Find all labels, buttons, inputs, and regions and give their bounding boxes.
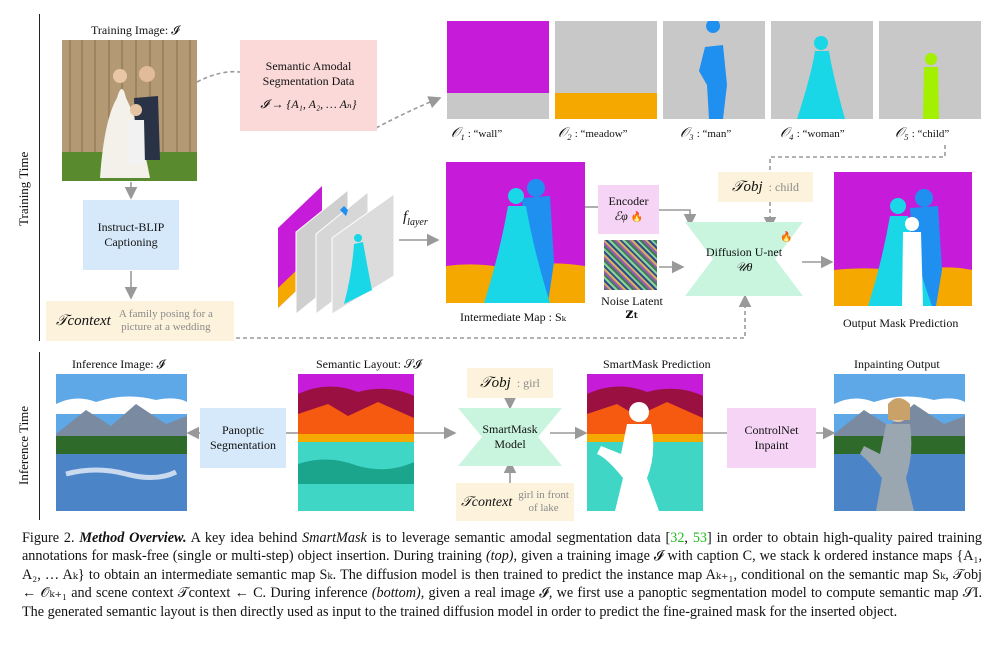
intermediate-map [446, 162, 585, 303]
intermediate-map-label: Intermediate Map : Sₖ [460, 310, 567, 324]
smartmask-model-box: SmartMask Model [458, 418, 562, 456]
training-image-label: Training Image: 𝓘 [91, 23, 180, 37]
semantic-layout-image [298, 374, 414, 511]
caption-text-5: , given a real image 𝓘, we first use a p… [22, 585, 982, 620]
smartmask-line1: SmartMask [482, 422, 538, 436]
controlnet-line2: Inpaint [754, 438, 789, 452]
smartmask-line2: Model [494, 437, 526, 451]
diffusion-unet-shape [685, 222, 803, 296]
caption-bottom: (bottom) [371, 585, 421, 602]
semantic-amodal-data-box: Semantic Amodal Segmentation Data 𝓘 → {A… [240, 40, 377, 131]
stacked-instance-maps [278, 186, 395, 315]
caption-text-3: ] in order to obtain high-quality paired… [22, 530, 982, 565]
encoder-symbol: ℰφ [613, 209, 628, 223]
output-mask-label: Output Mask Prediction [843, 316, 959, 330]
inference-image-label: Inference Image: 𝓘 [72, 357, 165, 371]
training-context-box: 𝒯context A family posing for a picture a… [46, 301, 234, 341]
object-label-3: 𝒪₃ : “man” [680, 126, 732, 141]
object-label-5: 𝒪₅ : “child” [895, 126, 950, 141]
caption-text-4: , given a training image 𝓘 with caption … [22, 548, 982, 602]
training-context-symbol: 𝒯context [56, 312, 111, 329]
training-obj-value: : child [768, 179, 799, 194]
inpainting-output-label: Inpainting Output [854, 357, 940, 371]
semantic-layout-label: Semantic Layout: 𝒮𝓘 [316, 357, 422, 371]
inpainting-output-image [834, 374, 965, 511]
object-label-4: 𝒪₄ : “woman” [780, 126, 845, 141]
inference-image [56, 374, 187, 511]
encoder-box: Encoder ℰφ 🔥 [598, 185, 659, 234]
unet-fire-icon: 🔥 [780, 232, 793, 243]
semantic-amodal-line1: Semantic Amodal [265, 59, 352, 73]
caption-smartmask: SmartMask [302, 530, 367, 546]
panoptic-segmentation-box: Panoptic Segmentation [200, 408, 286, 468]
output-mask-prediction [834, 172, 972, 306]
training-obj-box: 𝒯obj : child [718, 172, 813, 202]
training-context-line1: A family posing for a [118, 308, 213, 320]
instance-mask-man [663, 21, 765, 119]
caption-sep: , [684, 530, 693, 546]
caption-cite-1[interactable]: 32 [670, 530, 685, 546]
encoder-fire-icon: 🔥 [630, 212, 644, 223]
noise-latent-image [604, 240, 657, 290]
panoptic-line1: Panoptic [222, 423, 264, 437]
caption-top: (top) [485, 548, 514, 565]
inference-context-line2: of lake [528, 502, 559, 514]
inference-obj-value: : girl [516, 375, 540, 390]
inference-context-line1: girl in front [518, 489, 569, 501]
encoder-line1: Encoder [608, 194, 649, 208]
training-context-line2: picture at a wedding [121, 321, 211, 333]
instance-mask-wall [447, 21, 549, 119]
inference-obj-symbol: 𝒯obj [480, 374, 511, 391]
f-layer-label: flayer [403, 209, 428, 229]
unet-symbol: 𝒰θ [735, 260, 753, 274]
instance-mask-meadow [555, 21, 657, 119]
smartmask-prediction-image [587, 374, 703, 511]
smartmask-model-shape [458, 408, 562, 466]
caption-text-1: A key idea behind [186, 530, 303, 546]
training-image [62, 40, 197, 181]
caption-text-2: is to leverage semantic amodal segmentat… [366, 530, 671, 546]
caption-title: Method Overview. [79, 530, 187, 546]
object-label-1: 𝒪₁ : “wall” [451, 126, 503, 141]
instruct-blip-box: Instruct-BLIP Captioning [83, 200, 179, 270]
noise-latent-label: Noise Latent 𝐳ₜ [601, 294, 663, 322]
instance-mask-woman [771, 21, 873, 119]
panoptic-line2: Segmentation [210, 438, 276, 452]
controlnet-line1: ControlNet [744, 423, 799, 437]
instruct-blip-line1: Instruct-BLIP [97, 220, 165, 234]
caption-fig: Figure 2. [22, 530, 75, 546]
diffusion-unet-box: Diffusion U-net 𝒰θ [685, 240, 803, 280]
semantic-amodal-line2: Segmentation Data [262, 74, 355, 88]
inference-context-box: 𝒯context girl in front of lake [456, 483, 574, 521]
object-label-2: 𝒪₂ : “meadow” [558, 126, 628, 141]
controlnet-inpaint-box: ControlNet Inpaint [727, 408, 816, 468]
instruct-blip-line2: Captioning [104, 235, 158, 249]
instance-mask-child [879, 21, 981, 119]
inference-section-bar [39, 352, 40, 520]
smartmask-prediction-label: SmartMask Prediction [603, 357, 711, 371]
training-section-bar [39, 14, 40, 341]
training-obj-symbol: 𝒯obj [732, 178, 763, 195]
caption-cite-2[interactable]: 53 [692, 530, 707, 546]
unet-line1: Diffusion U-net [705, 245, 783, 259]
semantic-amodal-formula: 𝓘 → {A₁, A₂, … Aₙ} [260, 97, 357, 111]
inference-obj-box: 𝒯obj : girl [467, 368, 553, 398]
inference-context-symbol: 𝒯context [461, 494, 513, 510]
figure-caption: Figure 2. Method Overview. A key idea be… [22, 529, 982, 621]
